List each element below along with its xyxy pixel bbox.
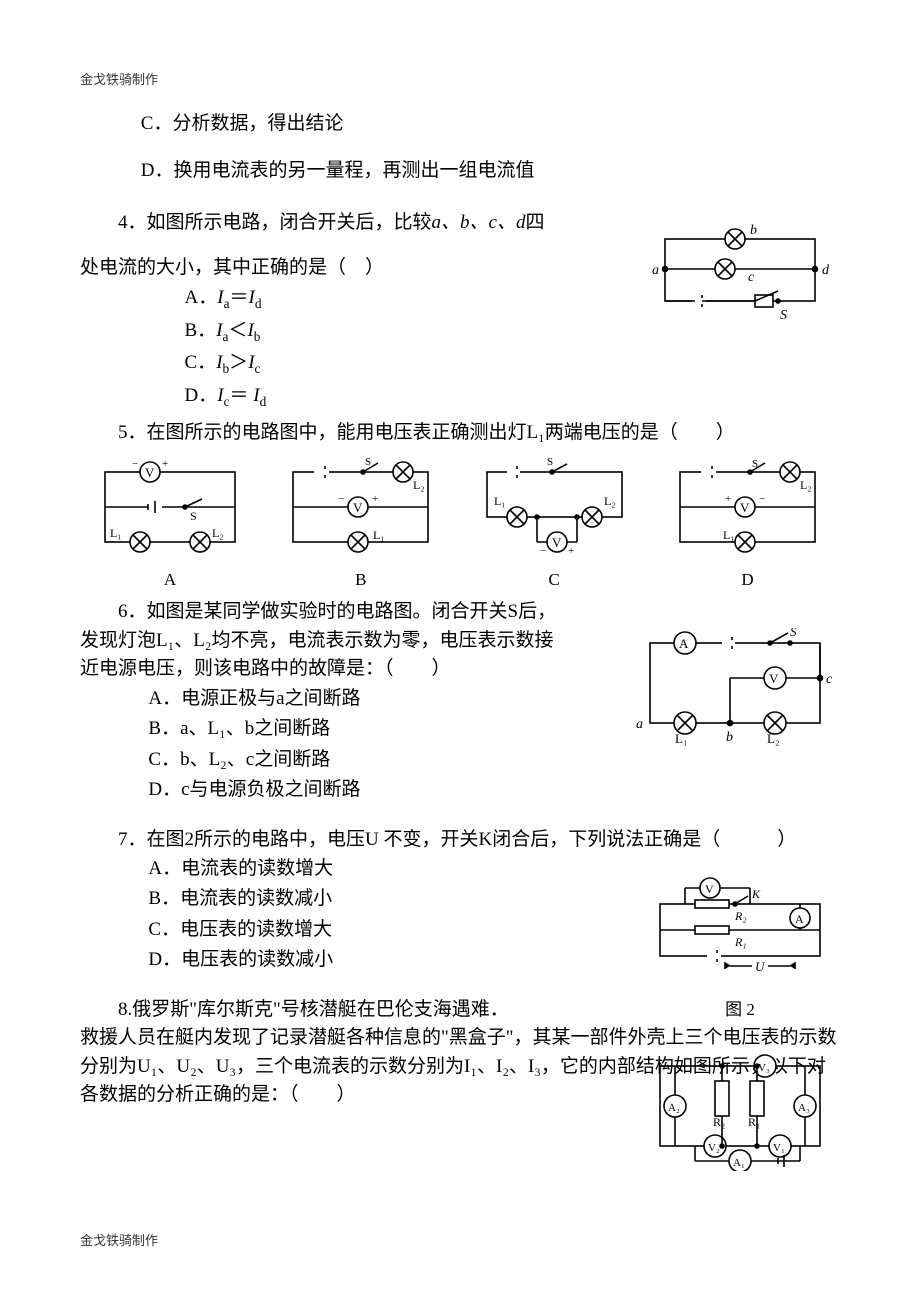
q4-stem1: 4．如图所示电路，闭合开关后，比较 — [118, 212, 432, 233]
q5-fig-a: V − + S L₁ L₂ A — [90, 457, 250, 592]
svg-text:A₃: A₃ — [798, 1102, 810, 1114]
svg-text:V: V — [740, 500, 750, 515]
question-6: A S V a b c L₁L₂ 6． — [80, 598, 840, 805]
figure-q8: A₂ A₃ V₃ V₂ V₁ A₁ R₂ R₁ — [640, 1046, 840, 1171]
svg-text:L₁: L₁ — [373, 528, 385, 542]
svg-text:c: c — [748, 270, 755, 285]
q5-labC: C — [472, 567, 637, 593]
svg-text:A₁: A₁ — [733, 1157, 745, 1169]
svg-text:V₃: V₃ — [758, 1062, 770, 1074]
figure-q6: A S V a b c L₁ L₂ — [630, 628, 840, 748]
q8-l1: 8.俄罗斯"库尔斯克"号核潜艇在巴伦支海遇难． — [80, 996, 840, 1025]
svg-text:L₁: L₁ — [494, 494, 506, 508]
svg-text:V₂: V₂ — [708, 1142, 720, 1154]
figure-q7: V K R₂ R₁ A U — [640, 876, 840, 986]
continuation-option-d: D．换用电流表的另一量程，再测出一组电流值 — [80, 157, 840, 186]
svg-text:L₂: L₂ — [767, 731, 779, 746]
q5-stem: 5．在图所示的电路图中，能用电压表正确测出灯L₁两端电压的是（ ） — [80, 419, 840, 448]
q5-labA: A — [90, 567, 250, 593]
svg-text:+: + — [725, 493, 731, 505]
content: C．分析数据，得出结论 D．换用电流表的另一量程，再测出一组电流值 — [80, 110, 840, 1110]
footer-text: 金戈铁骑制作 — [80, 1231, 158, 1251]
svg-text:c: c — [826, 672, 833, 687]
svg-text:V: V — [353, 500, 363, 515]
page: 金戈铁骑制作 C．分析数据，得出结论 D．换用电流表的另一量程，再测出一组电流值 — [0, 0, 920, 1300]
svg-text:d: d — [822, 263, 830, 278]
q4-vars: a、b、c、d — [432, 212, 526, 233]
continuation-option-c: C．分析数据，得出结论 — [80, 110, 840, 139]
question-7: V K R₂ R₁ A U 图 2 7．在图2所示的电路中，电压U 不变，开关K… — [80, 826, 840, 976]
q6-l1: 6．如图是某同学做实验时的电路图。闭合开关S后， — [80, 598, 640, 627]
question-5: 5．在图所示的电路图中，能用电压表正确测出灯L₁两端电压的是（ ） V − + S… — [80, 419, 840, 593]
svg-text:L₁: L₁ — [110, 526, 122, 540]
q5-labB: B — [278, 567, 443, 593]
svg-text:A₂: A₂ — [668, 1102, 680, 1114]
q5-figures: V − + S L₁ L₂ A — [80, 457, 840, 592]
svg-text:U: U — [755, 959, 766, 974]
svg-text:R₁: R₁ — [734, 935, 747, 949]
svg-text:L₂: L₂ — [212, 526, 224, 540]
svg-text:V: V — [705, 882, 714, 896]
svg-text:L₂: L₂ — [800, 478, 812, 492]
svg-text:−: − — [132, 458, 138, 470]
svg-text:L₂: L₂ — [604, 494, 616, 508]
svg-text:R₁: R₁ — [748, 1115, 760, 1129]
svg-text:A: A — [679, 636, 689, 651]
svg-text:S: S — [190, 509, 197, 523]
header-text: 金戈铁骑制作 — [80, 70, 158, 90]
svg-text:−: − — [540, 545, 546, 555]
svg-text:S: S — [752, 458, 758, 470]
q7-stem: 7．在图2所示的电路中，电压U 不变，开关K闭合后，下列说法正确是（ ） — [80, 826, 840, 855]
svg-text:−: − — [759, 493, 765, 505]
q5-fig-b: S L₂ V − + L₁ B — [278, 457, 443, 592]
svg-text:+: + — [162, 458, 168, 470]
svg-text:b: b — [726, 730, 733, 745]
svg-text:V₁: V₁ — [773, 1142, 785, 1154]
svg-text:S: S — [790, 628, 797, 639]
svg-text:+: + — [568, 545, 574, 555]
svg-text:K: K — [751, 887, 761, 901]
svg-text:b: b — [750, 223, 757, 238]
q4-line1: 4．如图所示电路，闭合开关后，比较a、b、c、d四 — [80, 209, 640, 238]
q6-opt-d: D．c与电源负极之间断路 — [148, 775, 840, 805]
svg-text:a: a — [636, 717, 643, 732]
svg-text:a: a — [652, 263, 659, 278]
q5-labD: D — [665, 567, 830, 593]
svg-text:R₂: R₂ — [734, 909, 747, 923]
svg-text:L₁: L₁ — [675, 731, 687, 746]
question-4: a b c d S 4．如图所示电路，闭合开关后，比较a、b、c、d四 处电流的… — [80, 209, 840, 413]
svg-text:V: V — [145, 465, 155, 480]
q6-l2: 发现灯泡L₁、L₂均不亮，电流表示数为零，电压表示数接 — [80, 627, 640, 656]
svg-text:−: − — [338, 493, 344, 505]
svg-text:V: V — [769, 671, 779, 686]
q4-opt-c: C．Ib＞Ic — [185, 347, 841, 380]
svg-text:S: S — [780, 308, 787, 323]
svg-text:S: S — [365, 457, 371, 468]
svg-text:R₂: R₂ — [713, 1115, 725, 1129]
q6-l3: 近电源电压，则该电路中的故障是：（ ） — [80, 655, 640, 684]
svg-text:V: V — [552, 535, 562, 550]
q5-fig-c: S L₁ L₂ V − + C — [472, 457, 637, 592]
q4-opt-d: D．Ic＝ Id — [185, 380, 841, 413]
svg-text:S: S — [547, 457, 553, 468]
q5-fig-d: S L₂ V + − L₁ D — [665, 457, 830, 592]
svg-text:+: + — [372, 493, 378, 505]
q4-stem2: 四 — [525, 212, 544, 233]
question-8: A₂ A₃ V₃ V₂ V₁ A₁ R₂ R₁ — [80, 996, 840, 1110]
svg-text:L₂: L₂ — [413, 478, 425, 492]
svg-text:A: A — [795, 912, 804, 926]
svg-text:L₁: L₁ — [723, 528, 735, 542]
figure-q4: a b c d S — [640, 221, 840, 331]
